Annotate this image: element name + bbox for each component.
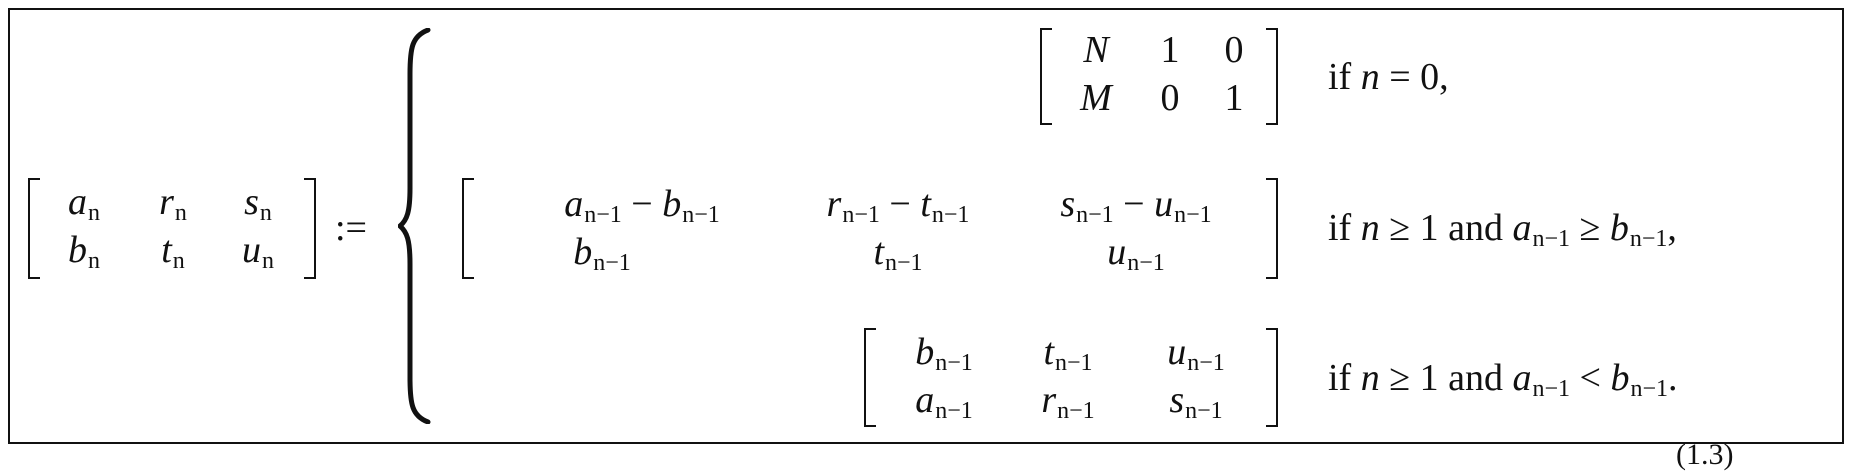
lhs-cell-u-n: un [242, 229, 274, 274]
defined-as-symbol: := [335, 207, 367, 249]
lhs-cell-s-n: sn [244, 181, 272, 226]
case1-matrix: N 1 0 M 0 1 [1040, 28, 1278, 125]
case2-condition: if n ≥ 1 and an−1 ≥ bn−1, [1328, 207, 1677, 252]
cases-brace [398, 28, 431, 424]
lhs-cell-r-n: rn [159, 181, 187, 226]
case2-cell-t: tn−1 [873, 231, 923, 276]
lhs-cell-t-n: tn [161, 229, 185, 274]
right-bracket [1266, 178, 1278, 279]
left-bracket [28, 178, 40, 279]
case2-matrix: an−1 − bn−1 rn−1 − tn−1 sn−1 − un−1 bn−1… [462, 178, 1278, 279]
case3-cell-b: bn−1 [915, 331, 973, 376]
case3-cell-s: sn−1 [1169, 379, 1223, 424]
case1-cell-1b: 1 [1224, 77, 1244, 119]
case1-cell-N: N [1083, 29, 1109, 71]
left-bracket [1040, 28, 1052, 125]
lhs-matrix: an rn sn bn tn un [28, 178, 316, 279]
right-bracket [304, 178, 316, 279]
equation-number: (1.3) [1676, 438, 1734, 471]
case3-matrix: bn−1 tn−1 un−1 an−1 rn−1 sn−1 [864, 328, 1278, 427]
case1-condition: if n = 0, [1328, 56, 1449, 98]
case1-cell-0b: 0 [1160, 77, 1180, 119]
lhs-cell-b-n: bn [68, 229, 100, 274]
left-bracket [462, 178, 474, 279]
equation-frame [8, 8, 1844, 444]
case2-cell-b: bn−1 [573, 231, 631, 276]
case2-cell-s-minus-u: sn−1 − un−1 [1060, 183, 1212, 228]
case3-cell-a: an−1 [915, 379, 973, 424]
case3-condition: if n ≥ 1 and an−1 < bn−1. [1328, 357, 1678, 402]
case1-cell-0: 0 [1224, 29, 1244, 71]
case2-cell-a-minus-b: an−1 − bn−1 [564, 183, 720, 228]
case3-cell-r: rn−1 [1041, 379, 1095, 424]
lhs-cell-a-n: an [68, 181, 100, 226]
case3-cell-t: tn−1 [1043, 331, 1093, 376]
case1-cell-M: M [1080, 77, 1112, 119]
right-bracket [1266, 328, 1278, 427]
case2-cell-u: un−1 [1107, 231, 1165, 276]
case2-cell-r-minus-t: rn−1 − tn−1 [826, 183, 970, 228]
case1-cell-1: 1 [1160, 29, 1180, 71]
right-bracket [1266, 28, 1278, 125]
case3-cell-u: un−1 [1167, 331, 1225, 376]
left-bracket [864, 328, 876, 427]
